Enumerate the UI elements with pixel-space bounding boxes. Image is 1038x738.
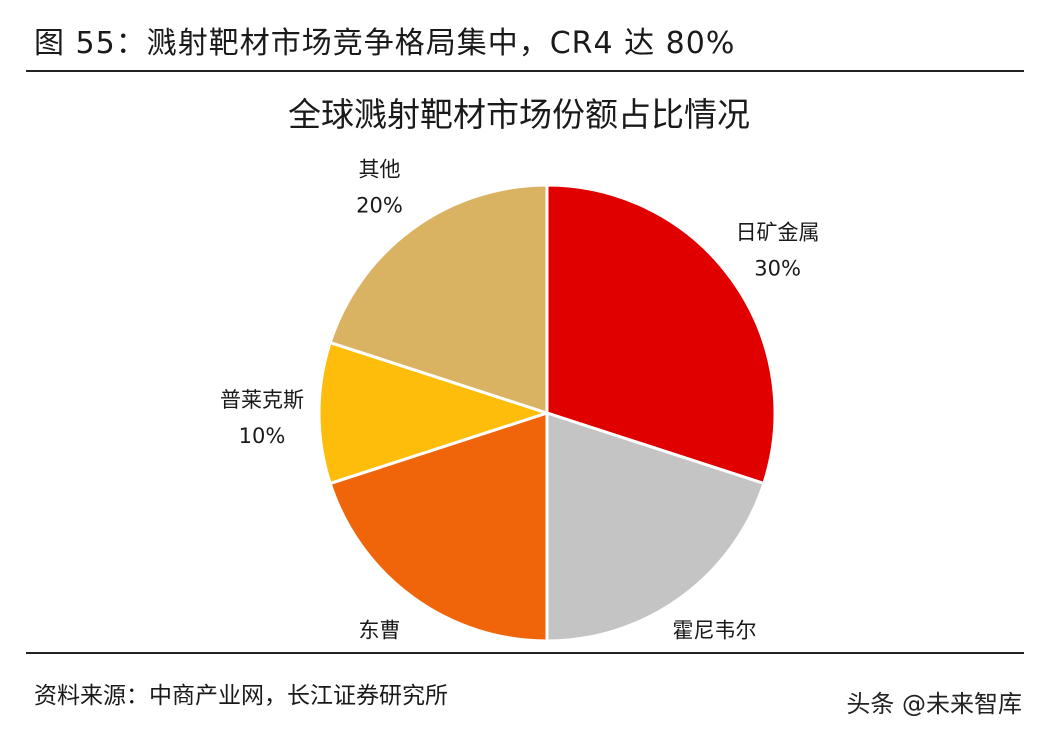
pie-slice-4 [328,183,549,416]
pie-slice-2 [328,410,549,643]
bottom-rule [26,652,1024,654]
slice-label-2: 东曹 [358,619,400,643]
slice-label-3: 普莱克斯 [220,388,304,412]
slice-label-1: 霍尼韦尔 [673,619,757,643]
slice-value-label-0: 30% [754,256,801,280]
source-note: 资料来源：中商产业网，长江证券研究所 [34,683,448,709]
chart-title: 全球溅射靶材市场份额占比情况 [288,95,750,134]
slice-label-0: 日矿金属 [736,220,820,244]
figure-title: 图 55：溅射靶材市场竞争格局集中，CR4 达 80% [34,26,736,61]
slice-value-label-4: 20% [356,193,403,217]
slice-value-label-3: 10% [239,424,286,448]
pie-slice-1 [545,410,766,643]
pie-slice-0 [545,183,777,486]
top-rule [26,70,1024,72]
watermark: 头条 @未来智库 [846,690,1022,718]
slice-label-4: 其他 [358,157,400,181]
pie-slice-3 [317,340,552,486]
